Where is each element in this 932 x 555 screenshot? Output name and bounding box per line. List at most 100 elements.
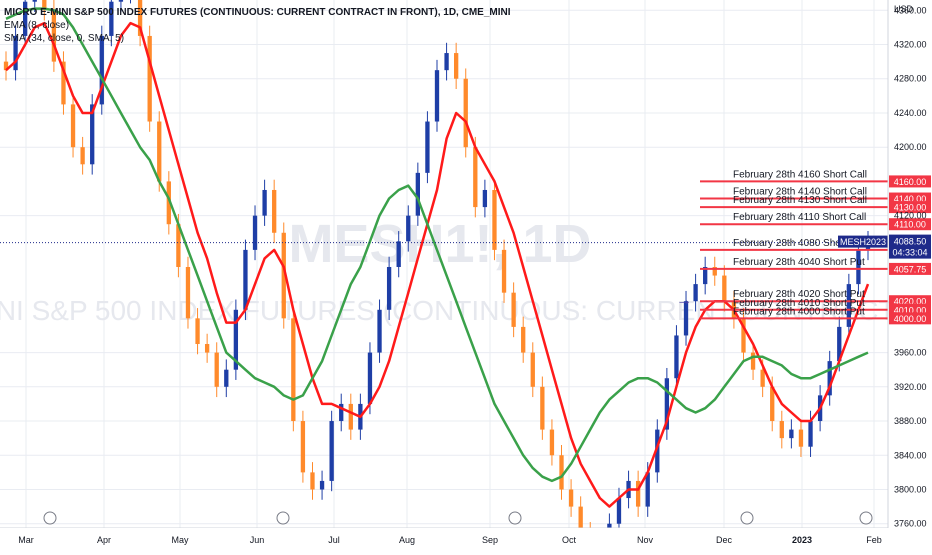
candle-body xyxy=(645,472,650,507)
candle-body xyxy=(703,266,708,285)
candle-body xyxy=(32,0,37,2)
option-level-price: 4130.00 xyxy=(894,203,927,213)
candle-body xyxy=(195,318,200,345)
candle-body xyxy=(856,249,861,285)
candle-body xyxy=(396,241,401,267)
price-tick-label: 3800.00 xyxy=(894,484,927,494)
candle-body xyxy=(779,421,784,439)
candle-body xyxy=(176,224,181,267)
candle-body xyxy=(578,506,583,533)
candle-body xyxy=(166,181,171,225)
time-tick-label: Jun xyxy=(250,535,265,545)
candle-body xyxy=(454,53,459,79)
legend-ema[interactable]: EMA (8, close) xyxy=(4,20,70,31)
candle-body xyxy=(415,172,420,216)
candle-body xyxy=(837,326,842,362)
candle-body xyxy=(109,1,114,36)
candle-body xyxy=(377,309,382,353)
candle-body xyxy=(23,1,28,36)
watermark-symbol: MESH1!, 1D xyxy=(288,214,591,274)
sma-line xyxy=(5,7,869,483)
candle-body xyxy=(204,344,210,353)
candle-body xyxy=(693,284,698,302)
dividend-event-icon xyxy=(740,511,754,525)
time-tick-label: Feb xyxy=(866,535,882,545)
candle-body xyxy=(760,369,765,387)
legend-title: MICRO E-MINI S&P 500 INDEX FUTURES (CONT… xyxy=(4,7,511,18)
price-tick-label: 4120.00 xyxy=(894,211,927,221)
option-level-price-tag xyxy=(889,262,931,275)
candle-body xyxy=(214,352,219,387)
option-level-label: February 28th 4000 Short Put xyxy=(733,306,865,317)
candle-body xyxy=(808,421,813,447)
candle-body xyxy=(444,53,449,71)
option-level-price: 4160.00 xyxy=(894,177,927,187)
candle-body xyxy=(750,352,756,370)
candle-body xyxy=(252,215,258,250)
candle-body xyxy=(501,249,507,293)
option-level-label: February 28th 4020 Short Put xyxy=(733,289,865,300)
price-axis-currency: USD xyxy=(894,4,914,14)
option-level-price: 4140.00 xyxy=(894,194,927,204)
current-price: 4088.50 xyxy=(894,237,927,247)
candle-body xyxy=(80,147,85,165)
candle-body xyxy=(425,121,430,173)
candle-body xyxy=(243,249,248,310)
price-tick-label: 3760.00 xyxy=(894,519,927,529)
option-level-label: February 28th 4140 Short Call xyxy=(733,187,867,198)
dividend-event-icon xyxy=(859,511,873,525)
time-tick-label: May xyxy=(171,535,189,545)
price-tick-label: 4200.00 xyxy=(894,142,927,152)
candle-body xyxy=(51,10,57,62)
candle-body xyxy=(118,0,124,2)
option-level-price-tag xyxy=(889,201,931,214)
candle-body xyxy=(549,429,555,456)
dividend-event-icon xyxy=(508,511,522,525)
candle-body xyxy=(482,189,488,208)
time-tick-label: Oct xyxy=(562,535,577,545)
candle-body xyxy=(540,386,545,430)
candle-body xyxy=(42,0,47,11)
candle-body xyxy=(827,361,832,396)
price-tick-label: 4280.00 xyxy=(894,74,927,84)
candle-body xyxy=(741,318,746,353)
candle-body xyxy=(406,215,411,242)
legend-sma[interactable]: SMA (34, close, 0, SMA, 5) xyxy=(4,33,125,44)
time-tick-label: Mar xyxy=(18,535,34,545)
option-level-price: 4020.00 xyxy=(894,297,927,307)
option-level-label: February 28th 4130 Short Call xyxy=(733,195,867,206)
price-tick-label: 3960.00 xyxy=(894,348,927,358)
time-tick-label: Apr xyxy=(97,535,111,545)
price-tick-label: 4320.00 xyxy=(894,39,927,49)
candle-body xyxy=(386,266,392,310)
candle-body xyxy=(530,352,535,387)
candle-body xyxy=(272,189,277,233)
option-level-label: February 28th 4080 Short Straddle xyxy=(733,238,887,249)
option-level-price-tag xyxy=(889,175,931,188)
candle-body xyxy=(233,309,239,370)
candle-body xyxy=(559,455,564,490)
current-price-tag xyxy=(889,234,931,259)
candle-body xyxy=(99,35,104,105)
candle-body xyxy=(770,386,775,422)
candle-body xyxy=(616,498,622,524)
price-tick-label: 3880.00 xyxy=(894,416,927,426)
dividend-event-icon xyxy=(276,511,290,525)
candle-body xyxy=(655,429,660,473)
candle-body xyxy=(492,189,497,250)
candle-body xyxy=(473,147,478,208)
candle-body xyxy=(683,301,689,336)
candle-body xyxy=(61,61,66,105)
candle-body xyxy=(291,318,296,422)
candle-body xyxy=(224,369,229,387)
price-tick-label: 3840.00 xyxy=(894,450,927,460)
option-level-price: 4010.00 xyxy=(894,305,927,315)
dividend-event-icon xyxy=(43,511,57,525)
candle-body xyxy=(712,266,717,276)
price-tick-label: 4360.00 xyxy=(894,5,927,15)
time-tick-label: Sep xyxy=(482,535,498,545)
option-level-label: February 28th 4110 Short Call xyxy=(733,212,866,223)
time-tick-label: Jul xyxy=(328,535,340,545)
